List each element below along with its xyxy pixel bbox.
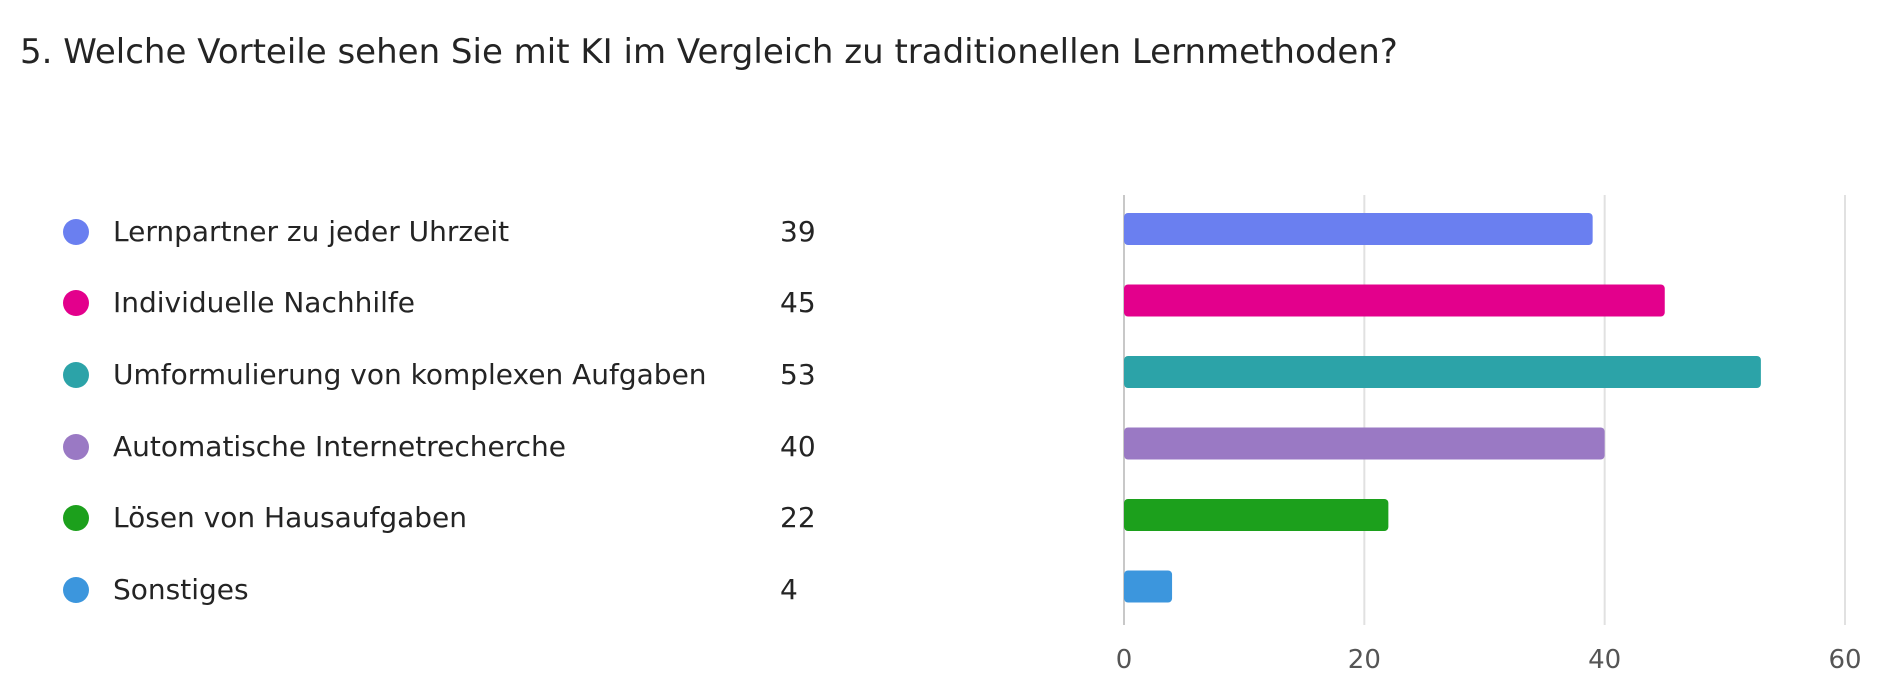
bar — [1124, 356, 1761, 388]
legend-value: 39 — [780, 215, 816, 248]
legend: Lernpartner zu jeder Uhrzeit 39 Individu… — [0, 0, 880, 700]
legend-item: Lernpartner zu jeder Uhrzeit 39 — [0, 207, 880, 257]
legend-dot-icon — [63, 434, 89, 460]
legend-item: Individuelle Nachhilfe 45 — [0, 278, 880, 328]
legend-dot-icon — [63, 577, 89, 603]
legend-value: 53 — [780, 358, 816, 391]
legend-label: Umformulierung von komplexen Aufgaben — [113, 358, 707, 391]
bar — [1124, 213, 1593, 245]
bar — [1124, 284, 1665, 317]
x-tick-label: 0 — [1116, 645, 1133, 675]
legend-dot-icon — [63, 219, 89, 245]
legend-value: 40 — [780, 430, 816, 463]
legend-value: 22 — [780, 501, 816, 534]
bar — [1124, 499, 1389, 531]
chart-title: 5. Welche Vorteile sehen Sie mit KI im V… — [20, 32, 1398, 72]
legend-label: Individuelle Nachhilfe — [113, 286, 415, 319]
legend-label: Sonstiges — [113, 573, 249, 606]
legend-item: Lösen von Hausaufgaben 22 — [0, 493, 880, 543]
legend-value: 45 — [780, 286, 816, 319]
legend-dot-icon — [63, 362, 89, 388]
legend-item: Automatische Internetrecherche 40 — [0, 422, 880, 472]
bar — [1124, 570, 1173, 603]
legend-dot-icon — [63, 290, 89, 316]
legend-dot-icon — [63, 505, 89, 531]
legend-label: Lösen von Hausaufgaben — [113, 501, 468, 534]
legend-value: 4 — [780, 573, 798, 606]
x-tick-label: 60 — [1828, 645, 1861, 675]
x-tick-label: 40 — [1588, 645, 1621, 675]
legend-item: Umformulierung von komplexen Aufgaben 53 — [0, 350, 880, 400]
legend-label: Lernpartner zu jeder Uhrzeit — [113, 215, 510, 248]
legend-label: Automatische Internetrecherche — [113, 430, 566, 463]
legend-item: Sonstiges 4 — [0, 565, 880, 615]
bar — [1124, 427, 1605, 460]
x-tick-label: 20 — [1348, 645, 1381, 675]
